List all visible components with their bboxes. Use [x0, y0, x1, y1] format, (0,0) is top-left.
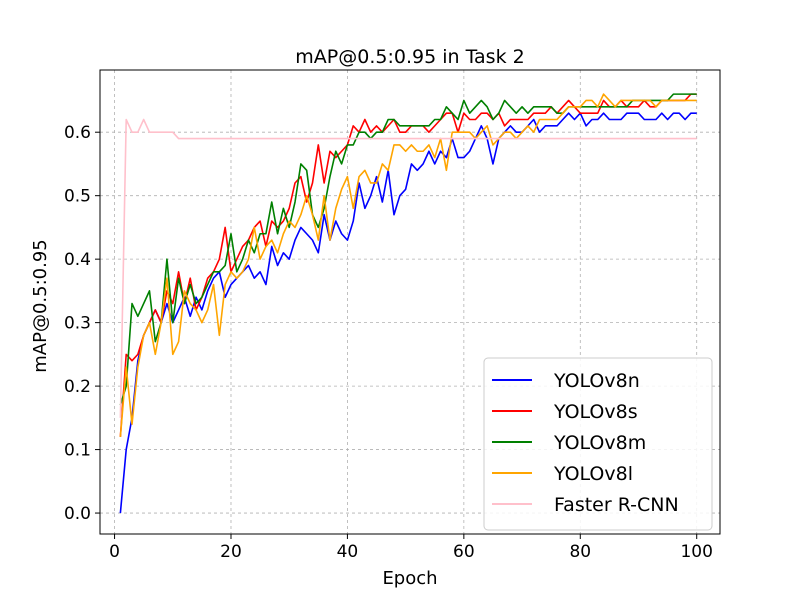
legend-label-yolov8n: YOLOv8n — [553, 370, 640, 392]
axes: 0 20 40 60 80 100 0.0 0.1 0.2 0.3 0.4 0.5 0.6 — [64, 123, 713, 562]
x-tick-label: 20 — [220, 542, 242, 562]
series-line-yolov8m — [119, 93, 697, 406]
y-axis-label: mAP@0.5:0.95 — [30, 239, 51, 372]
x-tick-label: 80 — [569, 542, 591, 562]
x-tick-label: 40 — [337, 542, 359, 562]
y-tick-label: 0.3 — [64, 314, 91, 334]
y-tick-label: 0.0 — [64, 504, 91, 524]
x-axis-label: Epoch — [382, 568, 437, 589]
plot-area-frame — [99, 69, 721, 535]
y-tick-label: 0.4 — [64, 250, 91, 270]
x-tick-label: 100 — [680, 542, 712, 562]
y-tick-label: 0.5 — [64, 187, 91, 207]
x-tick-label: 60 — [453, 542, 475, 562]
series-line-yolov8n — [119, 112, 697, 514]
y-tick-label: 0.2 — [64, 377, 91, 397]
chart-title: mAP@0.5:0.95 in Task 2 — [295, 46, 524, 68]
y-tick-label: 0.1 — [64, 441, 91, 461]
x-tick-label: 0 — [109, 542, 120, 562]
series-line-yolov8l — [119, 93, 697, 437]
legend-label-yolov8s: YOLOv8s — [553, 401, 638, 423]
legend-label-faster-r-cnn: Faster R-CNN — [554, 494, 679, 516]
series-line-faster-r-cnn — [119, 118, 697, 418]
legend-label-yolov8m: YOLOv8m — [553, 432, 646, 454]
legend-label-yolov8l: YOLOv8l — [553, 463, 633, 485]
series-lines — [119, 93, 697, 514]
y-tick-label: 0.6 — [64, 123, 91, 143]
legend: YOLOv8n YOLOv8s YOLOv8m YOLOv8l Faster R-CNN — [483, 357, 713, 531]
legend-box — [483, 357, 713, 531]
